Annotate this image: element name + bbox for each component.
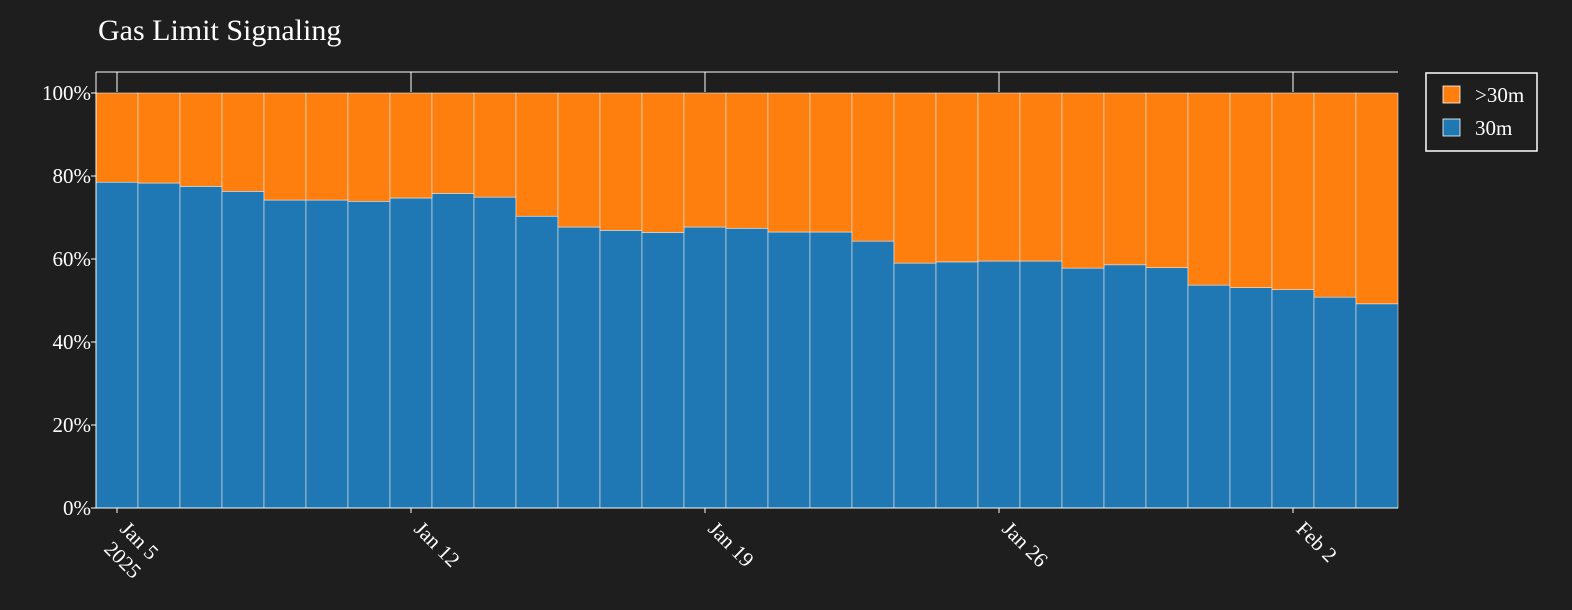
bar-segment[interactable] xyxy=(851,92,895,242)
bar-segment[interactable] xyxy=(515,215,559,509)
bar-segment[interactable] xyxy=(725,92,769,229)
bar-segment[interactable] xyxy=(305,199,349,509)
bar-segment[interactable] xyxy=(557,92,601,228)
bar-segment[interactable] xyxy=(1313,92,1357,298)
bar-segment[interactable] xyxy=(347,201,391,509)
legend-swatch[interactable] xyxy=(1442,85,1461,104)
bar-segment[interactable] xyxy=(179,92,223,187)
series-30m xyxy=(95,181,1399,509)
bar-segment[interactable] xyxy=(515,92,559,217)
bar-segment[interactable] xyxy=(221,92,265,192)
bar-segment[interactable] xyxy=(725,227,769,509)
bar-segment[interactable] xyxy=(1355,92,1399,305)
bar-segment[interactable] xyxy=(431,193,475,509)
bar-segment[interactable] xyxy=(95,92,139,183)
bar-segment[interactable] xyxy=(305,92,349,201)
y-tick-label: 80% xyxy=(53,164,92,188)
bar-segment[interactable] xyxy=(1061,267,1105,509)
bar-segment[interactable] xyxy=(1271,289,1315,509)
bar-segment[interactable] xyxy=(389,197,433,509)
x-tick-label: Feb 2 xyxy=(1291,517,1341,567)
bar-segment[interactable] xyxy=(557,226,601,509)
bar-segment[interactable] xyxy=(599,230,643,509)
bar-segment[interactable] xyxy=(1019,92,1063,262)
x-tick-label: Jan 12 xyxy=(409,517,464,572)
bar-segment[interactable] xyxy=(683,92,727,228)
legend-label[interactable]: 30m xyxy=(1475,116,1512,140)
y-tick-label: 60% xyxy=(53,247,92,271)
bar-segment[interactable] xyxy=(935,92,979,263)
bar-segment[interactable] xyxy=(599,92,643,231)
bar-segment[interactable] xyxy=(389,92,433,199)
legend-box xyxy=(1425,72,1538,152)
y-tick-label: 100% xyxy=(42,81,91,105)
bar-segment[interactable] xyxy=(1229,287,1273,509)
x-tick-label: Jan 19 xyxy=(703,517,758,572)
bar-segment[interactable] xyxy=(683,226,727,509)
chart-title: Gas Limit Signaling xyxy=(98,14,341,47)
legend[interactable]: >30m 30m xyxy=(1425,72,1538,152)
bar-segment[interactable] xyxy=(95,181,139,509)
bar-segment[interactable] xyxy=(473,92,517,198)
bar-segment[interactable] xyxy=(977,260,1021,509)
bar-segment[interactable] xyxy=(809,231,853,509)
bar-segment[interactable] xyxy=(935,261,979,509)
bar-segment[interactable] xyxy=(809,92,853,233)
bar-segment[interactable] xyxy=(641,92,685,233)
bar-segment[interactable] xyxy=(1187,92,1231,286)
bar-segment[interactable] xyxy=(473,196,517,509)
y-tick-label: 0% xyxy=(63,496,91,520)
bar-segment[interactable] xyxy=(1271,92,1315,291)
series-gt30m xyxy=(95,92,1399,305)
y-tick-label: 40% xyxy=(53,330,92,354)
bar-segment[interactable] xyxy=(1019,260,1063,509)
legend-swatch[interactable] xyxy=(1442,118,1461,137)
bar-segment[interactable] xyxy=(977,92,1021,262)
bar-segment[interactable] xyxy=(1145,267,1189,509)
bar-segment[interactable] xyxy=(221,191,265,509)
bar-segment[interactable] xyxy=(1355,303,1399,509)
bar-segment[interactable] xyxy=(137,92,181,184)
bar-segment[interactable] xyxy=(893,262,937,509)
bar-segment[interactable] xyxy=(767,231,811,509)
bar-segment[interactable] xyxy=(179,186,223,509)
bar-segment[interactable] xyxy=(893,92,937,264)
bar-segment[interactable] xyxy=(641,232,685,509)
y-tick-label: 20% xyxy=(53,413,92,437)
bar-segment[interactable] xyxy=(263,199,307,509)
bar-segment[interactable] xyxy=(263,92,307,201)
bar-segment[interactable] xyxy=(347,92,391,202)
bar-segment[interactable] xyxy=(1103,92,1147,266)
bar-segment[interactable] xyxy=(1061,92,1105,269)
bar-segment[interactable] xyxy=(1145,92,1189,269)
bar-segment[interactable] xyxy=(1103,264,1147,509)
bar-segment[interactable] xyxy=(137,182,181,509)
bar-segment[interactable] xyxy=(431,92,475,194)
bar-segment[interactable] xyxy=(1313,296,1357,509)
legend-label[interactable]: >30m xyxy=(1475,83,1524,107)
bars-layer xyxy=(95,92,1399,509)
bar-segment[interactable] xyxy=(1187,284,1231,509)
x-tick-label: Jan 26 xyxy=(997,517,1052,572)
bar-segment[interactable] xyxy=(1229,92,1273,288)
bar-segment[interactable] xyxy=(767,92,811,233)
bar-segment[interactable] xyxy=(851,240,895,509)
